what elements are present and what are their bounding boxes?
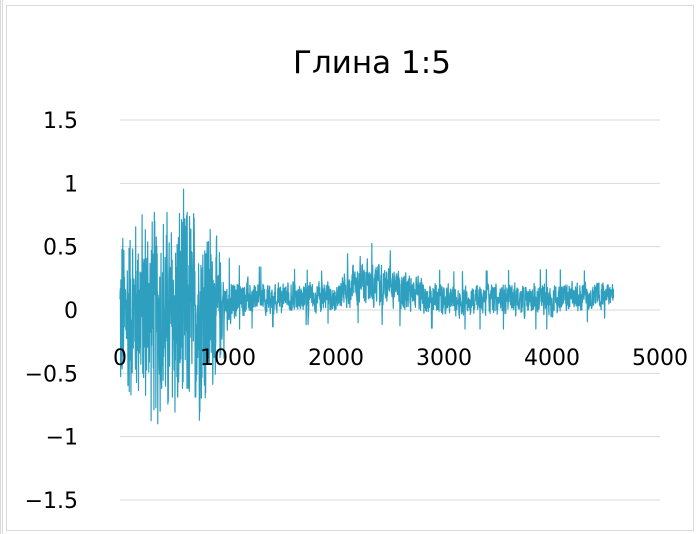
gridlines xyxy=(120,119,660,501)
y-tick-label: 1.5 xyxy=(43,109,78,134)
series-line-0 xyxy=(119,188,615,425)
x-tick-label: 2000 xyxy=(308,346,364,371)
series-group xyxy=(119,188,615,425)
y-tick-label: −1 xyxy=(46,426,78,451)
chart-title: Глина 1:5 xyxy=(293,45,451,81)
x-tick-label: 0 xyxy=(113,346,127,371)
y-tick-label: −0.5 xyxy=(25,362,78,387)
x-tick-label: 5000 xyxy=(632,346,688,371)
x-axis-labels: 0 1000 2000 3000 4000 5000 xyxy=(113,346,688,371)
x-tick-label: 4000 xyxy=(524,346,580,371)
y-tick-label: 0.5 xyxy=(43,236,78,261)
x-tick-label: 1000 xyxy=(200,346,256,371)
chart-area xyxy=(6,5,694,531)
y-tick-label: −1.5 xyxy=(25,489,78,514)
x-tick-label: 3000 xyxy=(416,346,472,371)
window-edge xyxy=(0,0,3,534)
y-tick-label: 0 xyxy=(64,299,78,324)
y-axis-labels: 1.5 1 0.5 0 −0.5 −1 −1.5 xyxy=(25,109,78,514)
y-tick-label: 1 xyxy=(64,172,78,197)
